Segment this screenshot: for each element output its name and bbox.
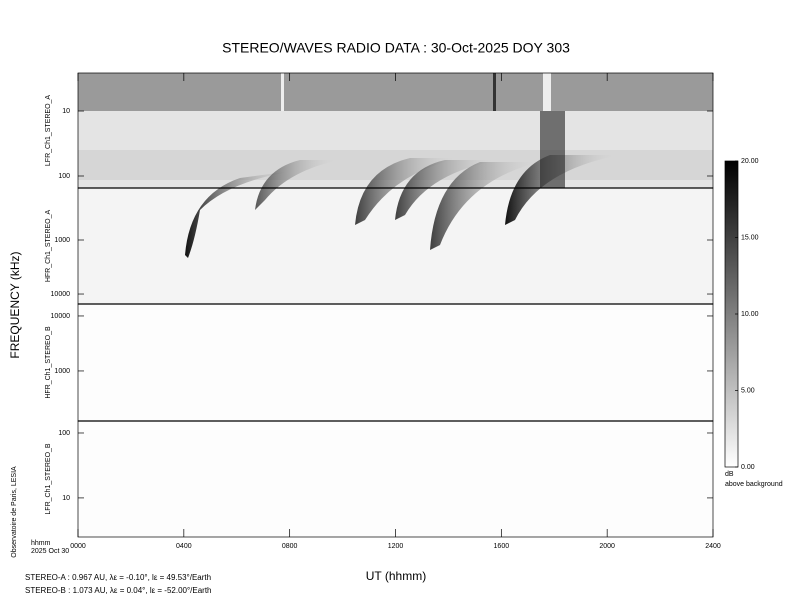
burst xyxy=(255,160,340,210)
stripe xyxy=(493,73,496,111)
chart-title: STEREO/WAVES RADIO DATA : 30-Oct-2025 DO… xyxy=(222,40,570,56)
colorbar-caption: above background xyxy=(725,481,783,488)
x-tick-label: 2400 xyxy=(705,543,721,550)
x-tick-label: 0400 xyxy=(176,543,192,550)
colorbar-tick-label: 0.00 xyxy=(741,464,755,471)
stripe xyxy=(281,73,284,111)
note: STEREO-A : 0.967 AU, λε = -0.10°, lε = 4… xyxy=(25,573,211,582)
note: STEREO-B : 1.073 AU, λε = 0.04°, lε = -5… xyxy=(25,586,212,595)
colorbar-tick-label: 10.00 xyxy=(741,311,759,318)
panel-label: HFR_Ch1_STEREO_B xyxy=(45,326,52,399)
colorbar-tick-label: 15.00 xyxy=(741,234,759,241)
date: 2025 Oct 30 xyxy=(31,548,69,555)
y-tick-label: 10000 xyxy=(51,291,71,298)
credit: Observatoire de Paris, LESIA xyxy=(11,466,18,558)
x-axis-title: UT (hhmm) xyxy=(366,569,426,583)
y-tick-label: 10000 xyxy=(51,313,71,320)
y-tick-label: 10 xyxy=(62,108,70,115)
burst xyxy=(505,155,620,225)
date-label: hhmm xyxy=(31,540,51,547)
background xyxy=(78,188,713,304)
burst xyxy=(430,162,540,250)
x-tick-label: 2000 xyxy=(599,543,615,550)
y-tick-label: 1000 xyxy=(54,237,70,244)
x-tick-label: 1600 xyxy=(494,543,510,550)
burst xyxy=(355,158,460,225)
panel-label: LFR_Ch1_STEREO_A xyxy=(45,95,52,167)
x-tick-label: 1200 xyxy=(388,543,404,550)
colorbar-unit: dB xyxy=(725,471,734,478)
y-tick-label: 100 xyxy=(58,430,70,437)
y-axis-title: FREQUENCY (kHz) xyxy=(8,251,22,358)
spectrogram-image xyxy=(78,73,713,537)
y-tick-label: 100 xyxy=(58,173,70,180)
stripe xyxy=(540,111,565,188)
panel-label: HFR_Ch1_STEREO_A xyxy=(45,209,52,282)
colorbar-tick-label: 20.00 xyxy=(741,158,759,165)
y-tick-label: 1000 xyxy=(54,368,70,375)
colorbar-tick-label: 5.00 xyxy=(741,387,755,394)
burst xyxy=(395,160,500,220)
y-tick-label: 10 xyxy=(62,495,70,502)
panel-label: LFR_Ch1_STEREO_B xyxy=(45,443,52,515)
x-tick-label: 0000 xyxy=(70,543,86,550)
x-tick-label: 0800 xyxy=(282,543,298,550)
stripe xyxy=(543,73,551,111)
